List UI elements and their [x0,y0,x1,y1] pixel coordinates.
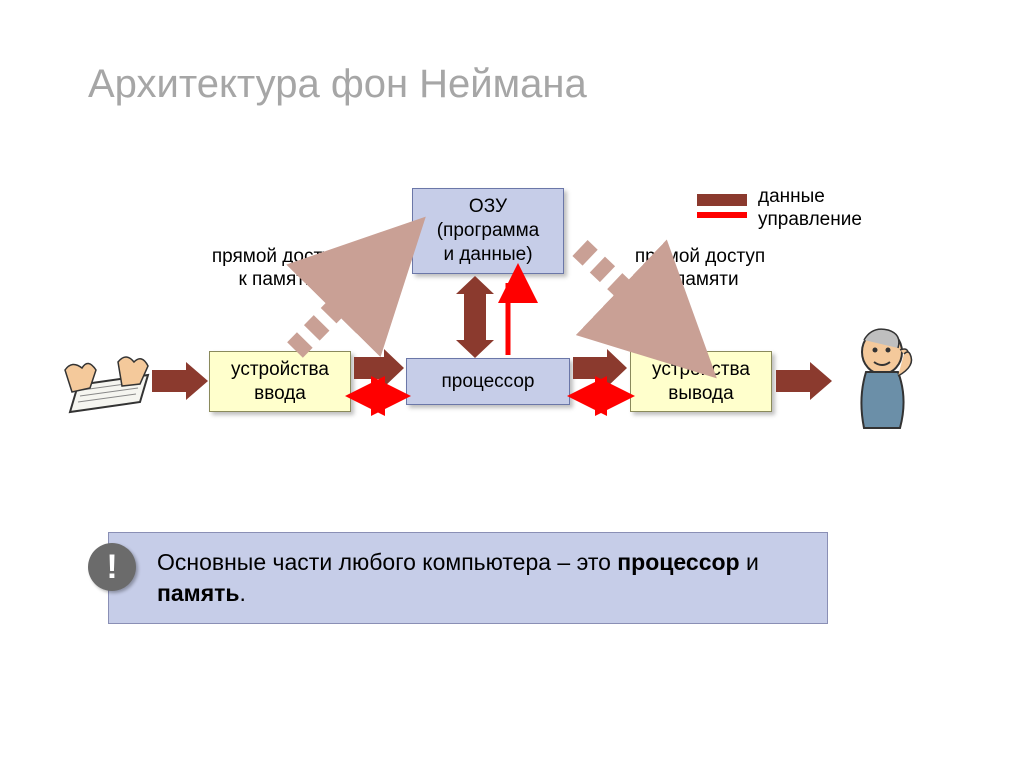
node-output: устройства вывода [630,351,772,412]
dma-arrow-left [280,230,420,360]
arrow-cpu-ram-control [500,277,516,357]
arrow-cpu-ram-data [458,276,492,358]
page-title: Архитектура фон Неймана [88,62,587,107]
arrow-cpu-to-output [573,353,629,383]
node-input: устройства ввода [209,351,351,412]
keyboard-icon [60,340,155,415]
legend-data-label: данные [758,186,825,208]
banner-text-mid: и [746,549,759,575]
exclamation-icon: ! [88,543,136,591]
arrow-kb-to-input [152,366,210,396]
legend-control-line [697,212,747,218]
arrow-output-to-user [776,366,834,396]
banner-text-suffix: . [240,580,246,606]
node-cpu: процессор [406,358,570,405]
user-icon [838,320,930,440]
banner-bold-memory: память [157,580,240,606]
legend-data-line [697,194,747,206]
arrow-cpu-input-control [349,388,407,404]
banner-bold-processor: процессор [617,549,739,575]
banner-text-prefix: Основные части любого компьютера – это [157,549,617,575]
dma-arrow-right [560,230,710,360]
legend-control-label: управление [758,209,862,231]
summary-banner: Основные части любого компьютера – это п… [108,532,828,624]
arrow-cpu-output-control [571,388,631,404]
node-ram: ОЗУ (программа и данные) [412,188,564,274]
arrow-input-to-cpu [354,353,406,383]
